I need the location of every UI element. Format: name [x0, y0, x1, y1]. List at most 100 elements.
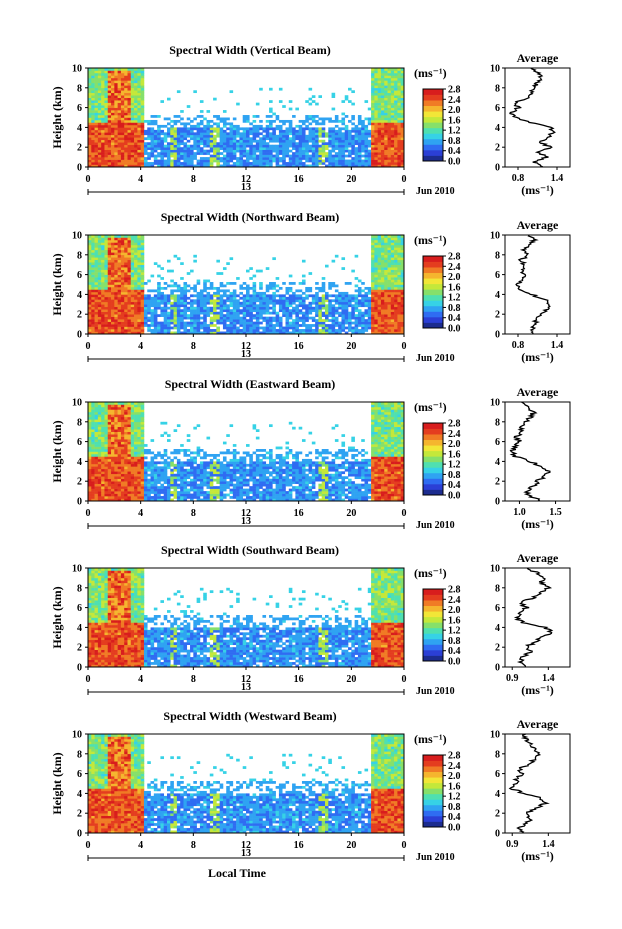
colorbar-segment	[423, 655, 443, 662]
x-axis-label: Local Time	[208, 866, 266, 880]
y-tick-label: 6	[77, 437, 82, 448]
y-tick-label: 0	[77, 163, 82, 174]
x-tick-label: 0	[402, 508, 407, 519]
average-frame	[504, 234, 571, 335]
colorbar-segment	[423, 793, 443, 800]
average-x-tick-label: 1.5	[549, 507, 562, 518]
average-profile-line	[509, 67, 556, 168]
heatmap	[88, 734, 405, 834]
colorbar-tick-label: 0.0	[448, 324, 461, 335]
colorbar-tick-label: 0.0	[448, 657, 461, 668]
colorbar-segment	[423, 434, 443, 441]
average-x-tick-label: 1.4	[542, 839, 555, 850]
colorbar-tick-label: 1.6	[448, 449, 461, 460]
y-tick-label: 8	[77, 250, 82, 261]
average-y-tick-label: 4	[495, 789, 500, 800]
colorbar-unit: (ms⁻¹)	[414, 566, 447, 580]
colorbar-tick-label: 2.0	[448, 439, 461, 450]
average-profile-line	[515, 234, 551, 335]
average-x-label: (ms⁻¹)	[521, 683, 554, 697]
y-tick-label: 4	[77, 789, 82, 800]
colorbar-segment	[423, 649, 443, 656]
colorbar-segment	[423, 144, 443, 151]
colorbar-tick-label: 2.4	[448, 429, 461, 440]
heatmap	[88, 68, 405, 168]
average-y-tick-label: 4	[495, 123, 500, 134]
colorbar-tick-label: 1.6	[448, 282, 461, 293]
y-tick-label: 8	[77, 417, 82, 428]
x-tick-label: 4	[138, 341, 143, 352]
average-y-tick-label: 10	[490, 398, 500, 409]
colorbar-tick-label: 1.2	[448, 626, 461, 637]
y-tick-label: 8	[77, 583, 82, 594]
average-y-tick-label: 2	[495, 477, 500, 488]
date-tick-label: 13	[241, 848, 251, 859]
colorbar-segment	[423, 489, 443, 496]
colorbar-frame	[422, 88, 444, 162]
x-tick-label: 0	[402, 674, 407, 685]
colorbar-segment	[423, 116, 443, 123]
colorbar-frame	[422, 588, 444, 662]
average-y-tick-label: 0	[495, 829, 500, 840]
average-x-tick-label: 1.4	[551, 173, 564, 184]
average-x-label: (ms⁻¹)	[521, 517, 554, 531]
colorbar-tick-label: 1.6	[448, 781, 461, 792]
y-tick-label: 2	[77, 643, 82, 654]
x-tick-label: 0	[86, 341, 91, 352]
colorbar-segment	[423, 605, 443, 612]
y-tick-label: 8	[77, 83, 82, 94]
colorbar-segment	[423, 478, 443, 485]
average-y-tick-label: 2	[495, 310, 500, 321]
y-tick-label: 2	[77, 477, 82, 488]
y-tick-label: 2	[77, 310, 82, 321]
y-tick-label: 0	[77, 663, 82, 674]
average-x-tick-label: 0.8	[512, 173, 525, 184]
colorbar-tick-label: 2.4	[448, 95, 461, 106]
colorbar-tick-label: 2.8	[448, 419, 461, 430]
colorbar-segment	[423, 311, 443, 318]
y-tick-label: 10	[72, 564, 82, 575]
colorbar-segment	[423, 627, 443, 634]
average-frame	[504, 401, 571, 502]
y-tick-label: 6	[77, 769, 82, 780]
average-y-tick-label: 0	[495, 330, 500, 341]
colorbar-tick-label: 2.0	[448, 272, 461, 283]
average-y-tick-label: 4	[495, 457, 500, 468]
x-tick-label: 12	[241, 508, 251, 519]
colorbar-segment	[423, 294, 443, 301]
average-y-tick-label: 10	[490, 64, 500, 75]
chart-title: Spectral Width (Northward Beam)	[161, 210, 340, 224]
colorbar-tick-label: 2.0	[448, 771, 461, 782]
colorbar-segment	[423, 261, 443, 268]
date-tick-label: 13	[241, 182, 251, 193]
x-tick-label: 4	[138, 674, 143, 685]
colorbar-unit: (ms⁻¹)	[414, 66, 447, 80]
y-tick-label: 0	[77, 497, 82, 508]
colorbar-unit: (ms⁻¹)	[414, 732, 447, 746]
colorbar-tick-label: 0.4	[448, 146, 461, 157]
colorbar-tick-label: 1.6	[448, 115, 461, 126]
colorbar-segment	[423, 644, 443, 651]
colorbar-segment	[423, 782, 443, 789]
average-y-tick-label: 2	[495, 643, 500, 654]
colorbar-segment	[423, 428, 443, 435]
date-label: Jun 2010	[416, 353, 455, 364]
y-tick-label: 10	[72, 231, 82, 242]
average-y-tick-label: 6	[495, 769, 500, 780]
x-tick-label: 20	[346, 840, 356, 851]
colorbar-segment	[423, 633, 443, 640]
x-tick-label: 20	[346, 341, 356, 352]
heatmap	[88, 235, 405, 335]
colorbar-segment	[423, 278, 443, 285]
y-tick-label: 6	[77, 603, 82, 614]
colorbar-segment	[423, 289, 443, 296]
x-tick-label: 0	[86, 508, 91, 519]
x-tick-label: 8	[191, 840, 196, 851]
chart-title: Spectral Width (Vertical Beam)	[169, 43, 330, 57]
x-tick-label: 0	[86, 174, 91, 185]
colorbar-tick-label: 0.0	[448, 823, 461, 834]
colorbar-tick-label: 0.8	[448, 802, 461, 813]
colorbar-segment	[423, 133, 443, 140]
date-tick-label: 13	[241, 349, 251, 360]
